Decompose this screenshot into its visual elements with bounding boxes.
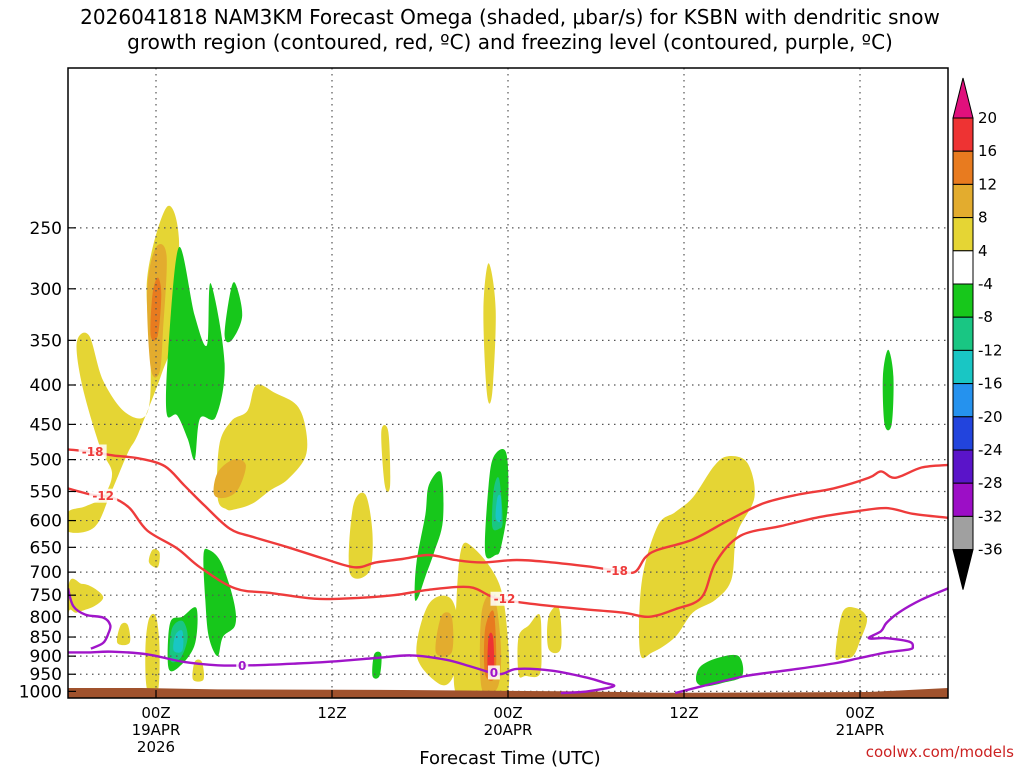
ytick-label: 250: [30, 219, 62, 239]
omega-region-27: [173, 630, 184, 653]
ytick-label: 550: [30, 482, 62, 502]
ytick-label: 900: [30, 647, 62, 667]
x-axis-label: Forecast Time (UTC): [419, 748, 600, 768]
omega-region-7: [116, 622, 131, 646]
contour-label-bg: [487, 665, 500, 680]
ytick-label: 800: [30, 608, 62, 628]
ytick-label: 500: [30, 451, 62, 471]
y-axis: 2503003504004505005506006507007508008509…: [19, 219, 76, 702]
xtick-label: 12Z: [317, 704, 346, 722]
colorbar-tick-label: -12: [978, 341, 1003, 359]
omega-region-11: [381, 425, 391, 493]
colorbar-tick-label: -28: [978, 474, 1003, 492]
contour-line-0: [68, 448, 948, 575]
contour-label: -18: [606, 564, 628, 578]
chart-title-line1: 2026041818 NAM3KM Forecast Omega (shaded…: [80, 5, 940, 29]
contour-label: 0: [238, 659, 246, 673]
omega-region-10: [348, 492, 373, 579]
ytick-label: 650: [30, 538, 62, 558]
xtick-label: 12Z: [669, 704, 698, 722]
contour-label: 0: [490, 666, 498, 680]
ytick-label: 350: [30, 331, 62, 351]
omega-region-13: [435, 612, 454, 657]
xtick-label: 20APR: [484, 721, 533, 739]
contour-line-4: [68, 588, 112, 650]
omega-region-33: [495, 494, 502, 523]
contour-label-bg: [603, 563, 632, 578]
contour-label-bg: [89, 488, 118, 503]
omega-region-24: [224, 282, 243, 343]
colorbar-tick-label: -16: [978, 375, 1003, 393]
omega-region-23: [165, 246, 225, 461]
omega-region-22: [835, 607, 868, 661]
omega-region-21: [638, 456, 755, 659]
ytick-label: 700: [30, 563, 62, 583]
omega-region-5: [213, 459, 246, 499]
xtick-label: 00Z: [141, 704, 170, 722]
contour-line-2: [68, 650, 616, 695]
omega-region-35: [882, 349, 894, 431]
omega-region-20: [483, 263, 496, 404]
ytick-label: 600: [30, 512, 62, 532]
colorbar-tick-label: -4: [978, 275, 993, 293]
colorbar-bin: [952, 250, 974, 285]
xtick-label: 2026: [137, 738, 175, 756]
colorbar-tick-label: 8: [978, 209, 988, 227]
colorbar-legend: 20 16 12 8 4 -4 -8 -12 -16 -20 -24 -28 -32 -36: [952, 77, 1003, 590]
colorbar-tick-label: 16: [978, 142, 997, 160]
ytick-label: 1000: [19, 682, 62, 702]
xtick-label: 19APR: [132, 721, 181, 739]
colorbar-bottom-arrow: [952, 549, 974, 590]
ytick-label: 750: [30, 586, 62, 606]
colorbar-bin: [952, 283, 974, 318]
colorbar-bin: [952, 482, 974, 517]
contour-label: -12: [92, 489, 114, 503]
contour-lines: -18 -18 -12 -12 0 0: [68, 444, 948, 695]
omega-region-30: [414, 471, 444, 601]
colorbar-bin: [952, 515, 974, 551]
colorbar-tick-label: -24: [978, 441, 1003, 459]
xtick-label: 00Z: [493, 704, 522, 722]
ytick-label: 850: [30, 628, 62, 648]
contour-label-bg: [78, 444, 107, 459]
ytick-label: 300: [30, 280, 62, 300]
omega-region-8: [148, 549, 160, 568]
colorbar-bin: [952, 383, 974, 418]
credit-link[interactable]: coolwx.com/models: [866, 743, 1014, 761]
colorbar-bin: [952, 150, 974, 185]
contour-label: -12: [494, 592, 516, 606]
colorbar-bin: [952, 217, 974, 252]
omega-region-18: [517, 614, 542, 678]
xtick-label: 21APR: [836, 721, 885, 739]
contour-label-bg: [490, 591, 519, 606]
ytick-label: 400: [30, 376, 62, 396]
colorbar-tick-label: -8: [978, 308, 993, 326]
contour-label-bg: [236, 658, 249, 673]
omega-region-19: [547, 606, 562, 654]
omega-shading: [68, 205, 894, 698]
colorbar-bin: [952, 349, 974, 385]
colorbar-bin: [952, 416, 974, 451]
colorbar-bin: [952, 449, 974, 484]
chart-title-line2: growth region (contoured, red, ºC) and f…: [127, 30, 893, 54]
ytick-label: 950: [30, 665, 62, 685]
colorbar-bin: [952, 117, 974, 152]
colorbar-top-arrow: [952, 77, 974, 119]
colorbar-bin: [952, 316, 974, 351]
contour-label: -18: [82, 445, 104, 459]
ytick-label: 450: [30, 415, 62, 435]
colorbar-tick-label: -32: [978, 507, 1003, 525]
colorbar-tick-label: 12: [978, 175, 997, 193]
colorbar-tick-label: -20: [978, 408, 1003, 426]
colorbar-tick-label: 20: [978, 109, 997, 127]
colorbar-tick-label: 4: [978, 242, 988, 260]
colorbar-bin: [952, 183, 974, 219]
contour-line-3: [674, 587, 948, 695]
xtick-label: 00Z: [845, 704, 874, 722]
colorbar-tick-label: -36: [978, 541, 1003, 559]
